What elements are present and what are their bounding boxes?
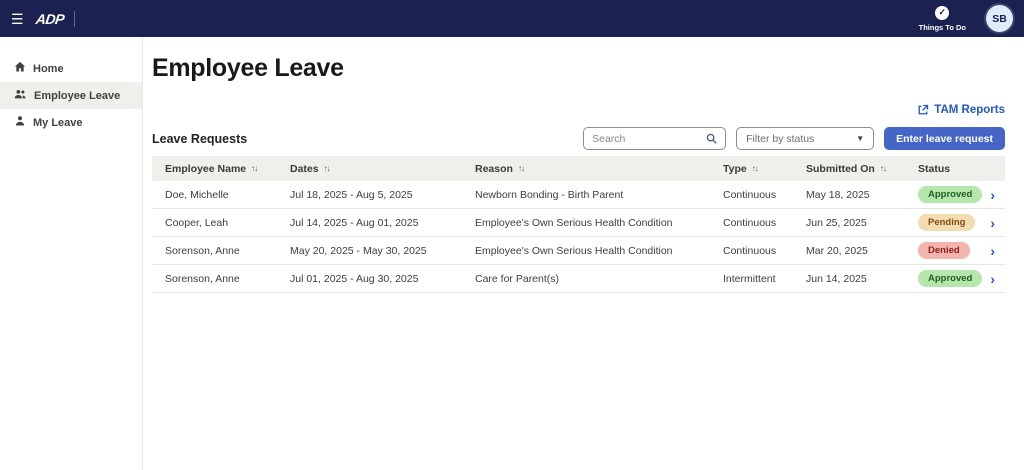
sort-icon[interactable]: ↑↓	[751, 164, 759, 173]
table-row[interactable]: Cooper, Leah Jul 14, 2025 - Aug 01, 2025 E…	[152, 209, 1005, 237]
external-link-icon	[918, 104, 929, 115]
things-to-do-button[interactable]: ✓ Things To Do	[918, 5, 966, 32]
things-to-do-label: Things To Do	[918, 22, 966, 32]
table-row[interactable]: Doe, Michelle Jul 18, 2025 - Aug 5, 2025 N…	[152, 181, 1005, 209]
navbar-divider	[73, 10, 75, 27]
cell-type: Continuous	[723, 216, 777, 229]
cell-employee: Doe, Michelle	[165, 188, 229, 201]
status-badge: Approved	[918, 270, 983, 287]
main-content: Employee Leave TAM Reports Leave Request…	[144, 37, 1024, 470]
column-header-status: Status	[918, 163, 985, 175]
cell-status: Pending	[918, 214, 985, 231]
cell-employee: Sorenson, Anne	[165, 244, 240, 257]
status-badge: Approved	[918, 186, 983, 203]
sort-icon[interactable]: ↑↓	[251, 164, 258, 173]
table-header-row: Employee Name ↑↓ Dates ↑↓ Reason ↑↓ Type ↑↓ Subm…	[152, 156, 1005, 181]
sidebar-item-my-leave[interactable]: My Leave	[0, 109, 142, 136]
page-title: Employee Leave	[152, 54, 344, 82]
cell-dates: Jul 18, 2025 - Aug 5, 2025	[290, 188, 413, 201]
column-label: Type	[723, 162, 747, 175]
column-label: Reason	[475, 162, 513, 175]
search-box	[583, 127, 727, 150]
sidebar-nav: Home Employee Leave My Leave	[0, 37, 143, 470]
user-icon	[14, 115, 26, 130]
sidebar-item-label: Home	[33, 62, 64, 75]
adp-logo: ADP	[34, 10, 65, 27]
row-detail-cell: ›	[985, 244, 1005, 258]
tam-reports-label: TAM Reports	[934, 104, 1005, 116]
status-badge: Pending	[918, 214, 976, 231]
column-header-type[interactable]: Type ↑↓	[723, 163, 806, 175]
chevron-down-icon: ▼	[856, 134, 865, 143]
column-label: Dates	[290, 162, 319, 175]
sidebar-item-employee-leave[interactable]: Employee Leave	[0, 82, 142, 109]
section-title: Leave Requests	[152, 131, 248, 146]
leave-requests-table: Employee Name ↑↓ Dates ↑↓ Reason ↑↓ Type ↑↓ Subm…	[152, 156, 1005, 293]
column-label: Employee Name	[165, 162, 247, 175]
cell-dates: May 20, 2025 - May 30, 2025	[290, 244, 427, 257]
cell-submitted: May 18, 2025	[806, 188, 870, 201]
enter-leave-request-button[interactable]: Enter leave request	[884, 127, 1005, 150]
cell-employee: Sorenson, Anne	[165, 272, 240, 285]
sidebar-item-label: Employee Leave	[34, 89, 121, 102]
table-controls: Leave Requests Filter by status ▼ Enter …	[152, 127, 1005, 150]
row-detail-cell: ›	[985, 272, 1005, 286]
column-label: Status	[918, 162, 951, 175]
sort-icon[interactable]: ↑↓	[323, 164, 331, 173]
cell-type: Continuous	[723, 244, 777, 257]
chevron-right-icon[interactable]: ›	[990, 214, 995, 231]
cell-reason: Care for Parent(s)	[475, 272, 560, 285]
column-header-dates[interactable]: Dates ↑↓	[290, 163, 475, 175]
user-avatar[interactable]: SB	[986, 5, 1013, 32]
cell-employee: Cooper, Leah	[165, 216, 229, 229]
table-row[interactable]: Sorenson, Anne May 20, 2025 - May 30, 202…	[152, 237, 1005, 265]
search-input[interactable]	[592, 132, 707, 145]
search-icon[interactable]	[706, 133, 717, 144]
column-header-reason[interactable]: Reason ↑↓	[475, 163, 723, 175]
hamburger-icon[interactable]: ☰	[11, 10, 24, 27]
sort-icon[interactable]: ↑↓	[517, 164, 525, 173]
chevron-right-icon[interactable]: ›	[990, 270, 995, 287]
status-badge: Denied	[918, 242, 970, 259]
column-header-submitted-on[interactable]: Submitted On ↑↓	[806, 163, 918, 175]
cell-status: Approved	[918, 186, 985, 203]
cell-type: Intermittent	[723, 272, 776, 285]
table-row[interactable]: Sorenson, Anne Jul 01, 2025 - Aug 30, 202…	[152, 265, 1005, 293]
row-detail-cell: ›	[985, 216, 1005, 230]
users-icon	[14, 88, 27, 103]
top-navbar: ☰ ADP ✓ Things To Do SB	[0, 0, 1024, 37]
cell-status: Approved	[918, 270, 985, 287]
check-circle-icon: ✓	[935, 5, 950, 20]
sort-icon[interactable]: ↑↓	[879, 164, 887, 173]
tam-reports-link[interactable]: TAM Reports	[917, 104, 1005, 116]
table-body: Doe, Michelle Jul 18, 2025 - Aug 5, 2025 N…	[152, 181, 1005, 293]
cell-submitted: Mar 20, 2025	[806, 244, 868, 257]
column-header-employee-name[interactable]: Employee Name ↑↓	[165, 163, 290, 175]
cell-submitted: Jun 14, 2025	[806, 272, 867, 285]
cell-reason: Employee's Own Serious Health Condition	[475, 216, 673, 229]
cell-dates: Jul 14, 2025 - Aug 01, 2025	[290, 216, 419, 229]
row-detail-cell: ›	[985, 188, 1005, 202]
cell-reason: Employee's Own Serious Health Condition	[475, 244, 673, 257]
chevron-right-icon[interactable]: ›	[990, 186, 995, 203]
cell-type: Continuous	[723, 188, 777, 201]
cell-reason: Newborn Bonding - Birth Parent	[475, 188, 624, 201]
sidebar-item-home[interactable]: Home	[0, 55, 142, 82]
cell-status: Denied	[918, 242, 985, 259]
cell-submitted: Jun 25, 2025	[806, 216, 867, 229]
chevron-right-icon[interactable]: ›	[990, 242, 995, 259]
cell-dates: Jul 01, 2025 - Aug 30, 2025	[290, 272, 419, 285]
status-filter-value: Filter by status	[746, 132, 815, 145]
sidebar-item-label: My Leave	[33, 116, 83, 129]
tam-reports-row: TAM Reports	[152, 104, 1005, 116]
home-icon	[14, 61, 26, 76]
status-filter-select[interactable]: Filter by status ▼	[736, 127, 875, 150]
column-label: Submitted On	[806, 162, 875, 175]
